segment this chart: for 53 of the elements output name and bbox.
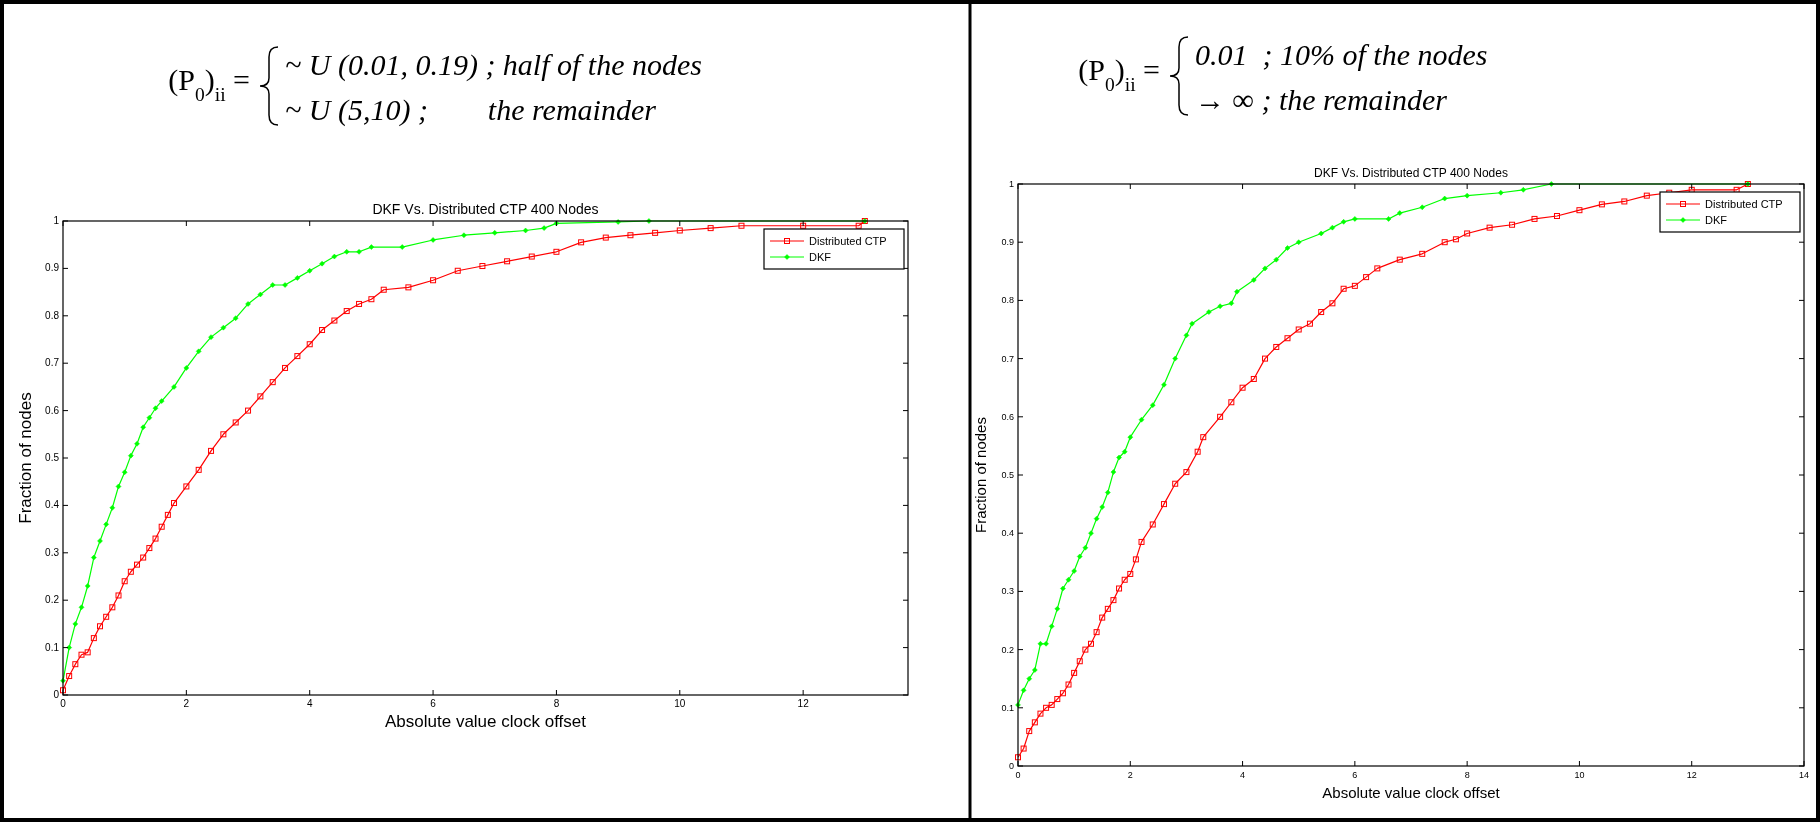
x-axis-title: Absolute value clock offset — [385, 712, 587, 731]
y-tick-label: 0.1 — [1001, 702, 1014, 713]
y-tick-label: 0.2 — [1001, 644, 1014, 655]
y-axis-title: Fraction of nodes — [16, 392, 35, 524]
x-tick-label: 10 — [1574, 770, 1585, 780]
y-tick-label: 0 — [1008, 761, 1014, 771]
text: → ∞ ; the remainder — [1195, 83, 1448, 116]
x-tick-label: 4 — [306, 698, 313, 709]
x-tick-label: 6 — [430, 698, 437, 709]
y-axis-title: Fraction of nodes — [972, 417, 989, 533]
text: ~ U (5,10) ; the remainder — [285, 93, 657, 127]
x-tick-label: 12 — [1686, 770, 1697, 780]
text: (P$_{0}$)$_{ii}$ = — [168, 63, 250, 105]
x-tick-label: 4 — [1240, 770, 1246, 780]
text: (P$_{0}$)$_{ii}$ = — [1078, 53, 1160, 95]
legend-label: Distributed CTP — [809, 235, 887, 247]
y-tick-label: 0.2 — [45, 594, 60, 606]
y-tick-label: 0.8 — [1001, 295, 1014, 306]
legend-label: Distributed CTP — [1705, 198, 1783, 210]
y-tick-label: 0.1 — [45, 641, 60, 653]
y-tick-label: 0.9 — [1001, 237, 1014, 248]
y-tick-label: 0 — [53, 689, 60, 700]
x-tick-label: 0 — [60, 698, 67, 709]
y-tick-label: 0.4 — [1001, 528, 1014, 539]
chart-title: DKF Vs. Distributed CTP 400 Nodes — [1314, 166, 1508, 180]
x-tick-label: 10 — [674, 698, 686, 709]
y-tick-label: 0.9 — [45, 262, 60, 274]
legend-label: DKF — [1705, 214, 1728, 226]
x-tick-label: 8 — [553, 698, 560, 709]
x-tick-label: 2 — [1127, 770, 1133, 780]
y-tick-label: 0.6 — [45, 404, 60, 416]
y-tick-label: 0.3 — [45, 546, 60, 558]
y-tick-label: 1 — [53, 215, 60, 226]
legend-label: DKF — [809, 251, 832, 263]
x-tick-label: 14 — [1798, 770, 1810, 780]
x-tick-label: 6 — [1352, 770, 1358, 780]
x-tick-label: 2 — [183, 698, 190, 709]
y-tick-label: 0.5 — [45, 452, 60, 463]
x-tick-label: 0 — [1015, 770, 1021, 780]
y-tick-label: 1 — [1008, 179, 1014, 189]
y-tick-label: 0.4 — [45, 499, 60, 511]
text: ~ U (0.01, 0.19) ; half of the nodes — [285, 48, 703, 82]
x-tick-label: 12 — [797, 698, 810, 709]
y-tick-label: 0.8 — [45, 309, 60, 321]
y-tick-label: 0.5 — [1001, 470, 1014, 480]
x-axis-title: Absolute value clock offset — [1322, 784, 1501, 801]
y-tick-label: 0.6 — [1001, 411, 1014, 422]
y-tick-label: 0.7 — [1001, 353, 1014, 364]
y-tick-label: 0.3 — [1001, 586, 1014, 597]
y-tick-label: 0.7 — [45, 357, 60, 369]
x-tick-label: 8 — [1464, 770, 1470, 780]
chart-title: DKF Vs. Distributed CTP 400 Nodes — [372, 201, 599, 217]
text: 0.01 ; 10% of the nodes — [1195, 38, 1488, 71]
